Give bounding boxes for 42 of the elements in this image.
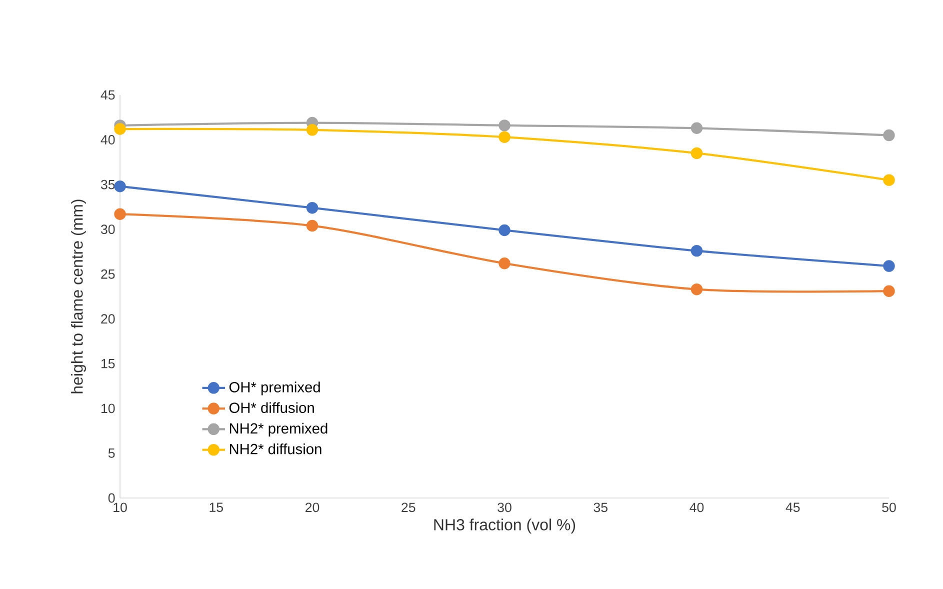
y-tick-label: 15 — [101, 358, 115, 368]
point — [306, 202, 318, 214]
legend-label: NH2* premixed — [230, 422, 328, 437]
point — [114, 180, 126, 192]
point — [883, 129, 895, 142]
y-tick-label: 30 — [100, 224, 115, 234]
point — [883, 260, 895, 272]
y-axis-title: height to flame centre (mm) — [71, 200, 86, 394]
y-tick-label: 20 — [101, 314, 115, 324]
x-tick-label: 30 — [498, 502, 512, 512]
point — [306, 220, 318, 232]
point — [498, 224, 510, 236]
y-tick-label: 25 — [101, 269, 115, 279]
x-axis-title: NH3 fraction (vol %) — [434, 518, 576, 534]
x-tick-label: 45 — [786, 502, 800, 512]
x-tick-label: 25 — [402, 502, 416, 512]
y-tick-label: 40 — [100, 135, 115, 144]
x-tick-label: 50 — [882, 502, 896, 512]
point — [114, 123, 126, 135]
y-tick-label: 45 — [100, 90, 115, 100]
point — [883, 174, 895, 186]
legend-label: NH2* diffusion — [230, 443, 322, 454]
x-tick-label: 15 — [210, 502, 223, 512]
y-tick-label: 10 — [101, 404, 115, 414]
x-tick-label: 40 — [690, 502, 704, 512]
x-tick-label: 20 — [306, 502, 320, 512]
point — [306, 124, 318, 136]
point — [690, 147, 703, 160]
point — [690, 122, 703, 134]
point — [498, 131, 510, 143]
legend-label: OH* diffusion — [229, 402, 314, 414]
y-tick-label: 35 — [100, 180, 115, 190]
x-tick-label: 35 — [594, 502, 608, 512]
legend-label: OH* premixed — [229, 382, 320, 396]
point — [498, 120, 510, 132]
y-tick-label: 5 — [108, 448, 115, 458]
y-tick-label: 0 — [108, 493, 115, 503]
point — [498, 257, 510, 270]
point — [114, 208, 126, 220]
point — [690, 244, 703, 257]
point — [883, 285, 895, 297]
point — [690, 283, 703, 296]
